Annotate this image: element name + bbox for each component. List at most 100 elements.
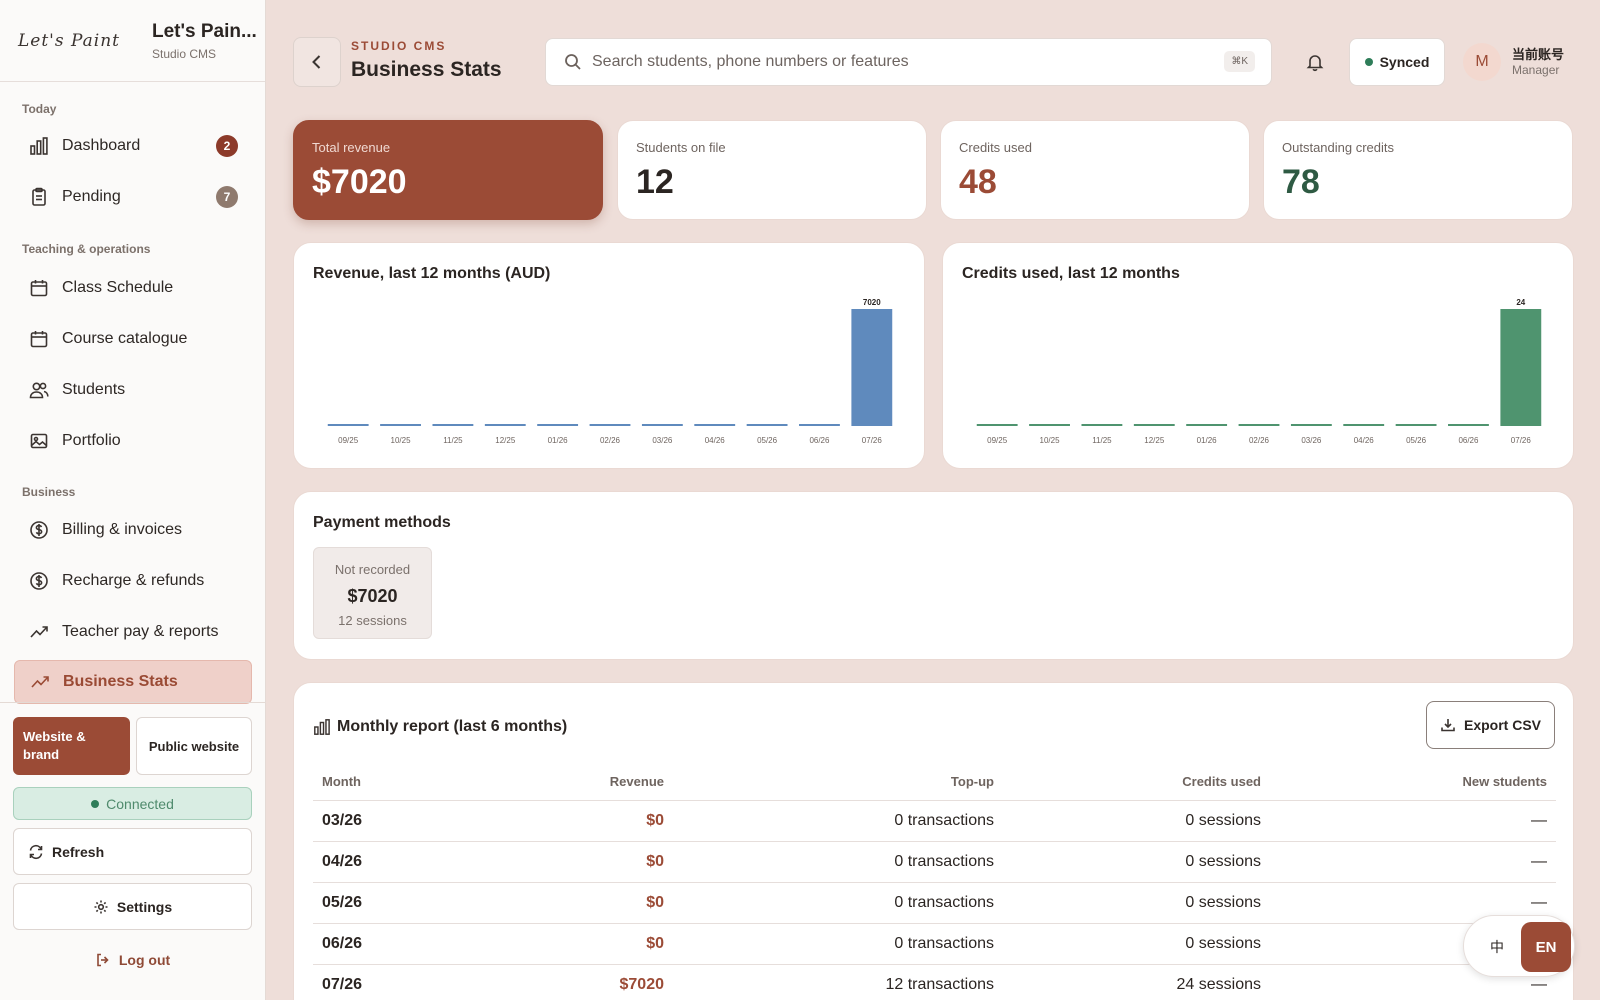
payment-method-label: Not recorded <box>334 562 411 577</box>
column-header: Top-up <box>673 764 1003 801</box>
cell-revenue: $0 <box>473 923 673 965</box>
export-csv-button[interactable]: Export CSV <box>1426 701 1555 749</box>
cell-new-students: — <box>1270 841 1556 883</box>
sidebar-item-label: Students <box>62 381 126 398</box>
stat-outstanding-credits: Outstanding credits 78 <box>1263 120 1573 220</box>
payment-method-tile: Not recorded $7020 12 sessions <box>313 547 432 639</box>
brand[interactable]: Let's Paint Let's Pain... Studio CMS <box>0 0 265 82</box>
x-tick-label: 09/25 <box>987 436 1008 445</box>
x-tick-label: 06/26 <box>1458 436 1479 445</box>
cell-credits: 24 sessions <box>1003 964 1270 1000</box>
stat-value: 48 <box>959 163 997 201</box>
search-bar[interactable]: ⌘K <box>545 38 1272 86</box>
sidebar-item-dashboard[interactable]: Dashboard 2 <box>14 124 252 168</box>
dollar-circle-icon <box>28 570 50 592</box>
dollar-circle-icon <box>28 519 50 541</box>
x-tick-label: 12/25 <box>1144 436 1165 445</box>
sidebar-item-label: Billing & invoices <box>62 521 183 538</box>
avatar[interactable]: M <box>1463 43 1501 81</box>
chart-bar <box>1500 309 1542 426</box>
trend-icon <box>28 621 50 643</box>
chart-bar <box>537 424 579 426</box>
x-tick-label: 12/25 <box>495 436 516 445</box>
sidebar-item-business-stats[interactable]: Business Stats <box>14 660 252 704</box>
cell-month: 05/26 <box>313 882 473 924</box>
x-tick-label: 01/26 <box>1197 436 1218 445</box>
sidebar-item-label: Portfolio <box>62 432 121 449</box>
column-header: New students <box>1270 764 1556 801</box>
sidebar-item-recharge[interactable]: Recharge & refunds <box>14 559 252 603</box>
notifications-button[interactable] <box>1300 47 1330 77</box>
report-title: Monthly report (last 6 months) <box>337 718 568 735</box>
x-tick-label: 05/26 <box>757 436 778 445</box>
back-button[interactable] <box>293 37 341 87</box>
calendar-icon <box>28 328 50 350</box>
sidebar-item-class-schedule[interactable]: Class Schedule <box>14 266 252 310</box>
connection-status: Connected <box>13 787 252 820</box>
stat-label: Total revenue <box>312 140 391 155</box>
chart-bar <box>380 424 421 426</box>
sidebar-item-billing[interactable]: Billing & invoices <box>14 508 252 552</box>
x-tick-label: 11/25 <box>443 436 463 445</box>
cell-revenue: $0 <box>473 800 673 842</box>
cell-topup: 0 transactions <box>673 800 1003 842</box>
refresh-label: Refresh <box>52 843 105 860</box>
sidebar-item-pending[interactable]: Pending 7 <box>14 175 252 219</box>
sidebar-item-label: Class Schedule <box>62 279 174 296</box>
table-row: 06/26 $0 0 transactions 0 sessions — <box>313 923 1556 965</box>
payment-title: Payment methods <box>313 514 451 531</box>
gear-icon <box>94 900 108 913</box>
monthly-report-card: Monthly report (last 6 months) Export CS… <box>293 682 1574 1000</box>
cell-topup: 0 transactions <box>673 841 1003 883</box>
bar-chart-icon <box>28 135 50 157</box>
stat-value: 78 <box>1282 163 1320 201</box>
language-toggle: 中 EN <box>1463 915 1575 977</box>
brand-logo: Let's Paint <box>18 30 121 51</box>
public-website-button[interactable]: Public website <box>136 717 252 775</box>
cell-credits: 0 sessions <box>1003 882 1270 924</box>
table-row: 07/26 $7020 12 transactions 24 sessions … <box>313 964 1556 1000</box>
chevron-left-icon <box>312 55 321 69</box>
x-tick-label: 04/26 <box>1354 436 1375 445</box>
cell-credits: 0 sessions <box>1003 800 1270 842</box>
sidebar-item-teacher-pay[interactable]: Teacher pay & reports <box>14 610 252 654</box>
sidebar-item-students[interactable]: Students <box>14 368 252 412</box>
sidebar-item-label: Course catalogue <box>62 330 188 347</box>
image-icon <box>28 430 50 452</box>
report-table: Month Revenue Top-up Credits used New st… <box>313 764 1556 1000</box>
chart-bar <box>1029 424 1070 426</box>
chart-bar <box>1081 424 1123 426</box>
lang-en-button[interactable]: EN <box>1521 922 1571 972</box>
logout-button[interactable]: Log out <box>13 945 252 975</box>
chart-bar <box>1186 424 1228 426</box>
cell-topup: 12 transactions <box>673 964 1003 1000</box>
cell-revenue: $7020 <box>473 964 673 1000</box>
stat-total-revenue: Total revenue $7020 <box>293 120 603 220</box>
sidebar-item-portfolio[interactable]: Portfolio <box>14 419 252 463</box>
cell-topup: 0 transactions <box>673 882 1003 924</box>
x-tick-label: 11/25 <box>1092 436 1112 445</box>
refresh-button[interactable]: Refresh <box>13 828 252 875</box>
search-input[interactable] <box>592 53 1192 71</box>
data-label: 24 <box>1516 298 1525 307</box>
stat-credits-used: Credits used 48 <box>940 120 1250 220</box>
cell-new-students: — <box>1270 800 1556 842</box>
x-tick-label: 07/26 <box>1511 436 1532 445</box>
settings-button[interactable]: Settings <box>13 883 252 930</box>
website-brand-button[interactable]: Website & brand <box>13 717 130 775</box>
users-icon <box>28 379 50 401</box>
lang-zh-button[interactable]: 中 <box>1490 939 1504 955</box>
pending-badge: 7 <box>216 186 238 208</box>
x-tick-label: 03/26 <box>1301 436 1322 445</box>
sidebar-item-label: Teacher pay & reports <box>62 623 219 640</box>
sidebar-item-course-catalogue[interactable]: Course catalogue <box>14 317 252 361</box>
column-header: Credits used <box>1003 764 1270 801</box>
chart-bar <box>1395 424 1437 426</box>
chart-bar <box>484 424 526 426</box>
sync-status[interactable]: Synced <box>1349 38 1445 86</box>
connection-label: Connected <box>106 795 174 812</box>
x-tick-label: 01/26 <box>548 436 569 445</box>
chart-title: Credits used, last 12 months <box>962 265 1180 282</box>
stat-value: 12 <box>636 163 674 201</box>
logout-label: Log out <box>118 952 171 968</box>
